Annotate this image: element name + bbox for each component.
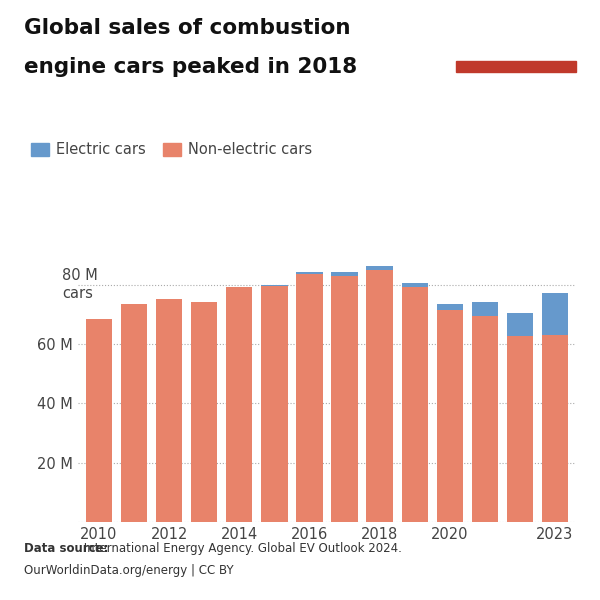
Text: engine cars peaked in 2018: engine cars peaked in 2018 <box>24 57 357 77</box>
Bar <box>156 299 182 522</box>
Bar <box>331 275 358 522</box>
Text: in Data: in Data <box>493 43 539 53</box>
Bar <box>296 274 323 522</box>
Bar <box>191 302 217 522</box>
Bar <box>121 304 147 522</box>
Bar <box>261 284 287 286</box>
Bar <box>401 283 428 287</box>
Text: OurWorldinData.org/energy | CC BY: OurWorldinData.org/energy | CC BY <box>24 564 233 577</box>
Bar <box>472 316 498 522</box>
Bar <box>226 287 253 522</box>
Legend: Electric cars, Non-electric cars: Electric cars, Non-electric cars <box>31 142 312 157</box>
Bar <box>472 302 498 316</box>
Bar <box>456 61 576 72</box>
Bar <box>542 335 568 522</box>
Text: Our World: Our World <box>484 24 548 34</box>
Bar <box>296 272 323 274</box>
Bar <box>86 319 112 522</box>
Bar <box>401 287 428 522</box>
Text: Global sales of combustion: Global sales of combustion <box>24 18 350 38</box>
Bar <box>507 313 533 337</box>
Bar <box>437 310 463 522</box>
Bar <box>507 337 533 522</box>
Bar <box>542 293 568 335</box>
Text: 80 M
cars: 80 M cars <box>62 268 98 301</box>
Bar <box>367 266 393 269</box>
Bar <box>261 286 287 522</box>
Bar <box>331 272 358 275</box>
Bar <box>437 304 463 310</box>
Text: Data source:: Data source: <box>24 542 109 555</box>
Bar <box>367 269 393 522</box>
Text: International Energy Agency. Global EV Outlook 2024.: International Energy Agency. Global EV O… <box>80 542 401 555</box>
